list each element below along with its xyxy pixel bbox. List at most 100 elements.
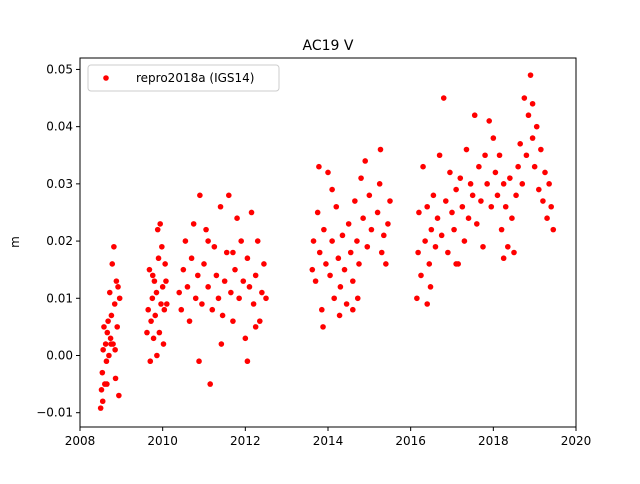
data-point (105, 318, 111, 324)
y-tick-label: −0.01 (36, 406, 73, 420)
data-point (159, 243, 165, 250)
data-point (261, 261, 267, 267)
data-point (445, 249, 451, 256)
data-point (482, 152, 488, 159)
x-tick-label: 2018 (478, 434, 509, 448)
data-point (336, 312, 343, 319)
data-point (100, 346, 106, 353)
data-point (213, 272, 220, 279)
points-layer (97, 72, 557, 411)
data-point (234, 215, 240, 221)
data-point (207, 381, 213, 387)
data-point (111, 243, 117, 250)
data-point (112, 375, 119, 382)
data-point (496, 152, 503, 159)
data-point (236, 295, 242, 302)
data-point (430, 192, 437, 199)
data-point (432, 243, 439, 250)
data-point (104, 329, 111, 336)
data-point (257, 318, 263, 324)
data-point (509, 215, 515, 221)
data-point (154, 226, 161, 233)
data-point (146, 266, 153, 273)
data-point (333, 203, 340, 210)
data-point (538, 146, 544, 153)
data-point (252, 324, 259, 330)
data-point (108, 312, 115, 319)
data-point (162, 261, 168, 267)
data-point (426, 261, 433, 267)
data-point (215, 295, 222, 302)
data-point (250, 301, 257, 307)
data-point (366, 192, 373, 199)
data-point (157, 221, 163, 227)
data-point (106, 289, 113, 296)
data-point (376, 181, 383, 187)
data-point (197, 192, 203, 199)
data-point (238, 238, 244, 244)
data-point (203, 226, 209, 233)
data-point (502, 203, 509, 210)
data-point (387, 198, 393, 204)
data-point (180, 266, 187, 273)
data-point (343, 301, 350, 307)
data-point (329, 238, 335, 244)
data-point (188, 255, 195, 262)
data-point (339, 232, 346, 239)
data-point (459, 203, 466, 210)
data-point (259, 289, 265, 296)
data-point (513, 192, 519, 199)
data-point (186, 318, 193, 324)
data-point (465, 215, 472, 221)
data-point (331, 295, 338, 302)
data-point (414, 295, 420, 302)
data-point (114, 324, 120, 330)
data-point (453, 261, 459, 267)
data-point (374, 209, 381, 216)
data-point (230, 318, 236, 324)
data-point (184, 284, 191, 290)
data-point (500, 181, 507, 187)
x-tick-label: 2020 (561, 434, 592, 448)
data-point (115, 284, 121, 290)
data-point (145, 306, 151, 313)
data-point (199, 301, 205, 307)
data-point (463, 146, 470, 153)
data-point (337, 284, 344, 290)
data-point (108, 341, 114, 347)
data-point (263, 295, 269, 302)
data-point (252, 272, 259, 279)
data-point (163, 278, 169, 284)
data-point (232, 266, 238, 273)
data-point (107, 335, 114, 342)
data-point (150, 335, 157, 342)
data-point (358, 175, 364, 181)
data-point (226, 192, 232, 199)
data-point (521, 95, 528, 101)
data-point (347, 249, 354, 256)
y-tick-label: 0.03 (46, 177, 73, 191)
data-point (242, 335, 249, 342)
data-point (106, 352, 112, 359)
data-point (244, 255, 251, 262)
data-point (533, 123, 540, 130)
data-point (360, 215, 366, 221)
data-point (182, 238, 189, 244)
data-point (190, 221, 197, 227)
data-point (418, 272, 424, 279)
data-point (447, 169, 453, 176)
data-point (476, 163, 482, 170)
data-point (329, 186, 335, 193)
chart-title: AC19 V (303, 38, 354, 54)
y-tick-label: 0.02 (46, 234, 73, 248)
x-tick-label: 2012 (230, 434, 261, 448)
plot-frame (79, 57, 577, 428)
data-point (341, 266, 348, 273)
data-point (144, 329, 150, 336)
data-point (335, 255, 342, 262)
data-point (148, 318, 154, 324)
data-point (178, 306, 185, 313)
data-point (223, 249, 230, 256)
data-point (159, 284, 166, 290)
